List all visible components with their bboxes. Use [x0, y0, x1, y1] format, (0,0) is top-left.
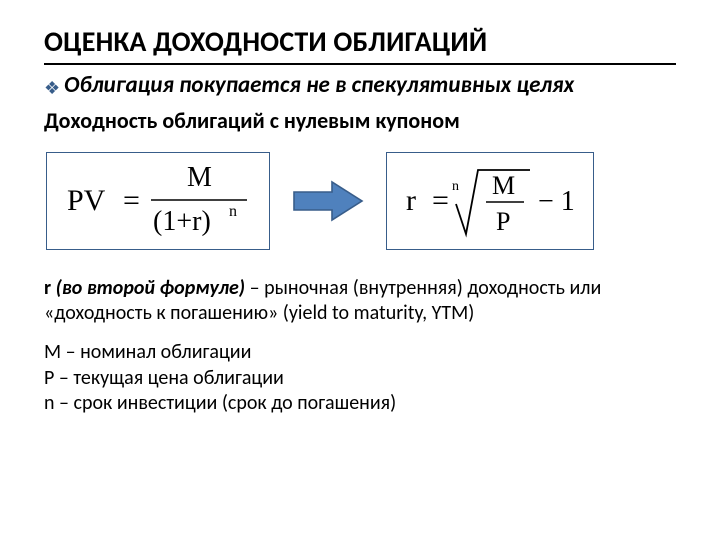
def-p: P – текущая цена облигации	[44, 366, 676, 392]
formula-pv-denom-base: (1+r)	[153, 206, 211, 237]
arrow-shape	[294, 182, 362, 220]
note-dash: –	[245, 276, 264, 300]
formula-pv-num: M	[187, 162, 212, 193]
formula-pv-box: PV = M (1+r) n	[46, 152, 270, 250]
def-n: n – срок инвестиции (срок до погашения)	[44, 391, 676, 417]
formula-r-num: M	[492, 171, 515, 200]
formula-r-denom: P	[496, 207, 510, 236]
formula-pv-eq: =	[123, 184, 140, 217]
def-m: M – номинал облигации	[44, 340, 676, 366]
formula-pv-denom-exp: n	[229, 203, 237, 220]
arrow-right-icon	[292, 179, 364, 223]
formula-pv: PV = M (1+r) n	[53, 156, 263, 246]
slide: ОЦЕНКА ДОХОДНОСТИ ОБЛИГАЦИЙ ❖ Облигация …	[0, 0, 720, 417]
formula-r-root-index: n	[452, 179, 459, 194]
formula-r-lhs: r	[406, 184, 416, 217]
formula-r-box: r = n M P − 1	[386, 152, 594, 250]
title-underline	[44, 63, 676, 65]
subtitle-row: ❖ Облигация покупается не в спекулятивны…	[44, 71, 676, 99]
note-paren: (во второй формуле)	[51, 276, 245, 300]
section-heading: Доходность облигаций с нулевым купоном	[44, 107, 676, 134]
formula-row: PV = M (1+r) n r = n	[46, 152, 676, 250]
diamond-bullet-icon: ❖	[44, 79, 60, 97]
definitions: M – номинал облигации P – текущая цена о…	[44, 340, 676, 417]
page-title: ОЦЕНКА ДОХОДНОСТИ ОБЛИГАЦИЙ	[44, 24, 676, 59]
formula-r-eq: =	[432, 184, 449, 217]
subtitle-text: Облигация покупается не в спекулятивных …	[64, 71, 574, 99]
formula-r: r = n M P − 1	[392, 156, 588, 246]
formula-r-tail: − 1	[538, 186, 575, 217]
formula-pv-lhs: PV	[67, 184, 106, 217]
note-ytm: r (во второй формуле) – рыночная (внутре…	[44, 276, 676, 326]
